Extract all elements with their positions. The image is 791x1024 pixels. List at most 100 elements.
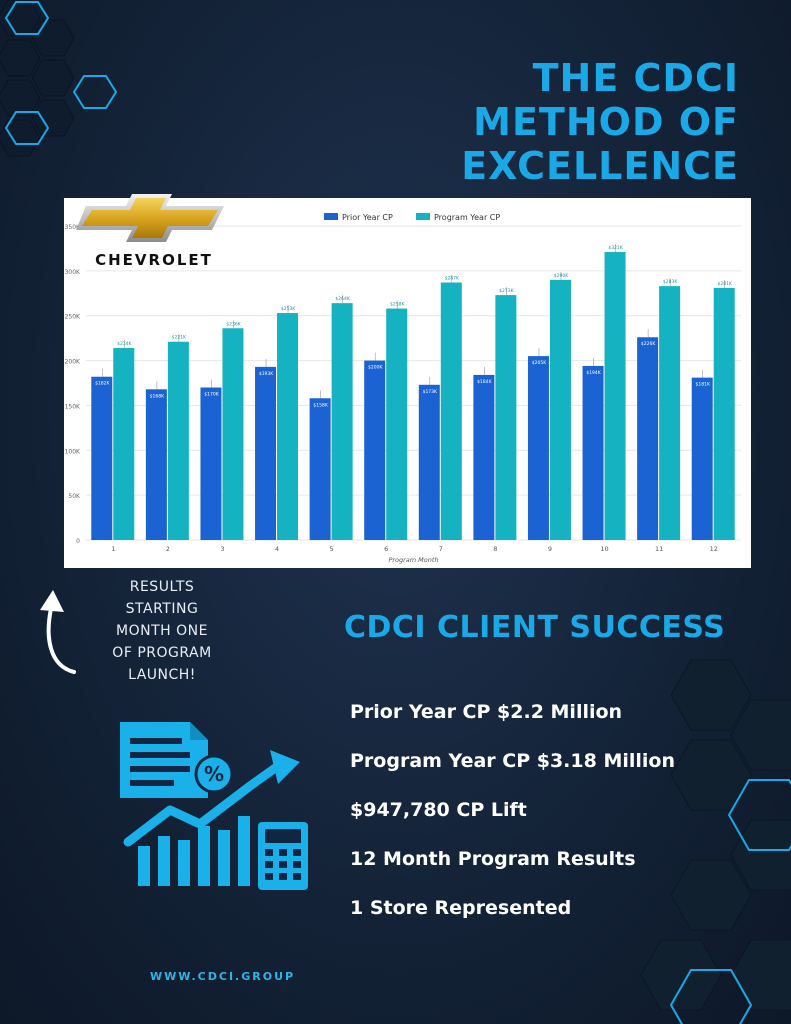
legend-swatch: [324, 213, 338, 220]
hexagon-pattern-right-icon: [640, 659, 791, 1024]
x-tick-label: 7: [439, 545, 443, 553]
bar-chart: 0 50K 100K 150K 200K 250K 300K 350K Prior Year C…: [65, 213, 741, 564]
bar: [331, 303, 353, 540]
bar: [200, 387, 222, 540]
success-heading: CDCI CLIENT SUCCESS: [344, 610, 726, 645]
data-label: $283K: [663, 279, 678, 285]
x-tick-label: 10: [600, 545, 608, 553]
y-tick-label: 200K: [65, 359, 81, 366]
stats-list: Prior Year CP $2.2 Million Program Year …: [350, 700, 675, 945]
data-label: $168K: [150, 393, 165, 399]
x-tick-label: 2: [166, 545, 170, 553]
data-label: $173K: [423, 389, 438, 395]
data-label: $193K: [259, 371, 274, 377]
data-label: $158K: [313, 402, 328, 408]
y-tick-label: 350K: [65, 224, 81, 231]
results-callout: RESULTS STARTING MONTH ONE OF PROGRAM LA…: [92, 576, 232, 686]
callout-line-2: STARTING: [125, 601, 199, 617]
legend-label: Prior Year CP: [342, 213, 393, 222]
legend-label: Program Year CP: [434, 213, 500, 222]
bar: [277, 313, 299, 540]
calculator-icon: [258, 822, 308, 890]
callout-line-1: RESULTS: [129, 579, 195, 595]
data-label: $236K: [226, 321, 241, 327]
bar: [549, 279, 571, 540]
data-label: $253K: [281, 306, 296, 312]
website-footer[interactable]: WWW.CDCI.GROUP: [150, 970, 296, 983]
data-label: $290K: [554, 273, 569, 279]
svg-text:%: %: [204, 762, 224, 786]
stat-lift: $947,780 CP Lift: [350, 799, 527, 821]
bar: [309, 398, 331, 540]
page-title: THE CDCI METHOD OF EXCELLENCE: [409, 56, 739, 188]
x-tick-label: 3: [220, 545, 224, 553]
data-label: $194K: [586, 370, 601, 376]
x-tick-label: 12: [710, 545, 718, 553]
callout-line-4: OF PROGRAM: [112, 645, 212, 661]
x-tick-label: 11: [655, 545, 663, 553]
title-line-1: THE CDCI: [532, 56, 739, 100]
bar: [582, 365, 604, 540]
bar: [91, 376, 113, 540]
data-label: $214K: [117, 341, 132, 347]
y-tick-label: 50K: [68, 493, 81, 500]
data-label: $273K: [499, 288, 514, 294]
bar: [495, 295, 517, 540]
title-line-3: EXCELLENCE: [461, 144, 739, 188]
bar: [222, 328, 244, 540]
callout-line-5: LAUNCH!: [128, 667, 196, 683]
bar: [473, 374, 495, 540]
bar: [713, 287, 735, 540]
x-tick-label: 9: [548, 545, 552, 553]
chevrolet-bowtie-logo: CHEVROLET: [76, 194, 228, 270]
hexagon-pattern-icon: [0, 0, 118, 157]
data-label: $182K: [95, 381, 110, 387]
x-tick-label: 6: [384, 545, 388, 553]
data-label: $321K: [608, 245, 623, 251]
bar: [113, 348, 135, 540]
stat-stores: 1 Store Represented: [350, 897, 572, 919]
data-label: $200K: [368, 365, 383, 371]
data-label: $205K: [532, 360, 547, 366]
bar: [418, 384, 440, 540]
stat-prior-year: Prior Year CP $2.2 Million: [350, 701, 623, 723]
y-tick-label: 250K: [65, 314, 81, 321]
title-line-2: METHOD OF: [473, 100, 739, 144]
y-tick-label: 100K: [65, 448, 81, 455]
bar: [659, 286, 681, 540]
x-tick-label: 1: [111, 545, 115, 553]
data-label: $264K: [335, 296, 350, 302]
bar: [145, 389, 167, 540]
data-label: $181K: [696, 382, 711, 388]
bar: [440, 282, 462, 540]
logo-text: CHEVROLET: [95, 251, 213, 269]
stat-program-year: Program Year CP $3.18 Million: [350, 750, 675, 772]
callout-line-3: MONTH ONE: [116, 623, 208, 639]
bar: [167, 341, 189, 540]
bar: [691, 377, 713, 540]
data-label: $221K: [172, 335, 187, 341]
y-tick-label: 0: [76, 538, 80, 545]
report-growth-icon: %: [120, 722, 308, 890]
data-label: $281K: [718, 281, 733, 287]
bar: [255, 366, 277, 540]
bar: [604, 252, 626, 540]
bar: [386, 308, 408, 540]
bar: [364, 360, 386, 540]
curved-arrow-icon: [40, 590, 76, 674]
stat-duration: 12 Month Program Results: [350, 848, 636, 870]
x-tick-label: 5: [330, 545, 334, 553]
y-tick-label: 300K: [65, 269, 81, 276]
x-axis-title: Program Month: [388, 556, 438, 564]
legend-swatch: [416, 213, 430, 220]
y-tick-label: 150K: [65, 403, 81, 410]
bar: [527, 356, 549, 540]
data-label: $287K: [445, 276, 460, 282]
bar: [637, 337, 659, 540]
bar-chart-card: 0 50K 100K 150K 200K 250K 300K 350K Prior Year C…: [64, 198, 751, 568]
x-tick-label: 8: [493, 545, 497, 553]
data-label: $258K: [390, 302, 405, 308]
data-label: $184K: [477, 379, 492, 385]
data-label: $170K: [204, 391, 219, 397]
x-tick-label: 4: [275, 545, 279, 553]
